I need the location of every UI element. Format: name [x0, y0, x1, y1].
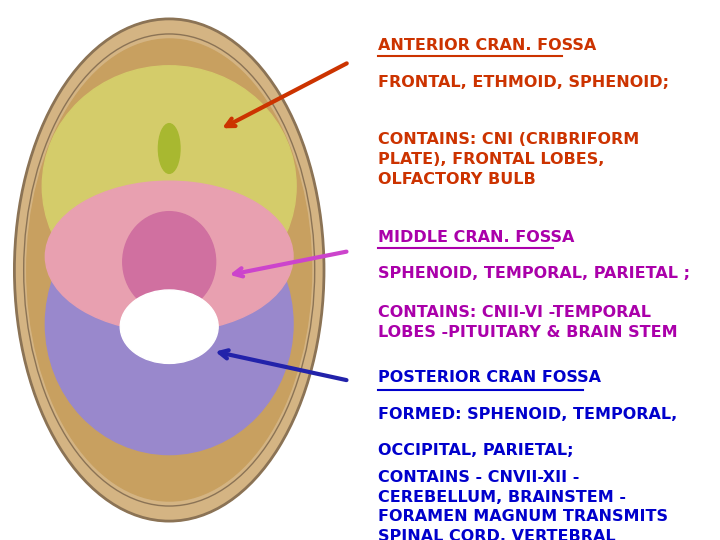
Circle shape: [120, 290, 218, 363]
Ellipse shape: [158, 124, 180, 173]
Ellipse shape: [14, 19, 324, 521]
Text: MIDDLE CRAN. FOSSA: MIDDLE CRAN. FOSSA: [378, 230, 575, 245]
Ellipse shape: [45, 193, 293, 455]
Text: ANTERIOR CRAN. FOSSA: ANTERIOR CRAN. FOSSA: [378, 38, 596, 53]
Ellipse shape: [27, 39, 312, 501]
Text: CONTAINS - CNVII-XII -
CEREBELLUM, BRAINSTEM -
FORAMEN MAGNUM TRANSMITS
SPINAL C: CONTAINS - CNVII-XII - CEREBELLUM, BRAIN…: [378, 470, 668, 540]
Ellipse shape: [42, 66, 296, 307]
Text: OCCIPITAL, PARIETAL;: OCCIPITAL, PARIETAL;: [378, 443, 574, 458]
Ellipse shape: [122, 212, 216, 312]
Text: FORMED: SPHENOID, TEMPORAL,: FORMED: SPHENOID, TEMPORAL,: [378, 407, 678, 422]
Text: POSTERIOR CRAN FOSSA: POSTERIOR CRAN FOSSA: [378, 370, 601, 385]
Text: FRONTAL, ETHMOID, SPHENOID;: FRONTAL, ETHMOID, SPHENOID;: [378, 75, 669, 90]
Text: CONTAINS: CNI (CRIBRIFORM
PLATE), FRONTAL LOBES,
OLFACTORY BULB: CONTAINS: CNI (CRIBRIFORM PLATE), FRONTA…: [378, 132, 639, 187]
Text: SPHENOID, TEMPORAL, PARIETAL ;: SPHENOID, TEMPORAL, PARIETAL ;: [378, 266, 690, 281]
Text: CONTAINS: CNII-VI -TEMPORAL
LOBES -PITUITARY & BRAIN STEM: CONTAINS: CNII-VI -TEMPORAL LOBES -PITUI…: [378, 305, 678, 340]
Ellipse shape: [45, 181, 293, 332]
